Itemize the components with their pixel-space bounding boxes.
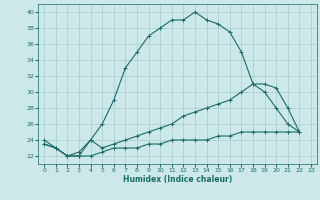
X-axis label: Humidex (Indice chaleur): Humidex (Indice chaleur) [123, 175, 232, 184]
